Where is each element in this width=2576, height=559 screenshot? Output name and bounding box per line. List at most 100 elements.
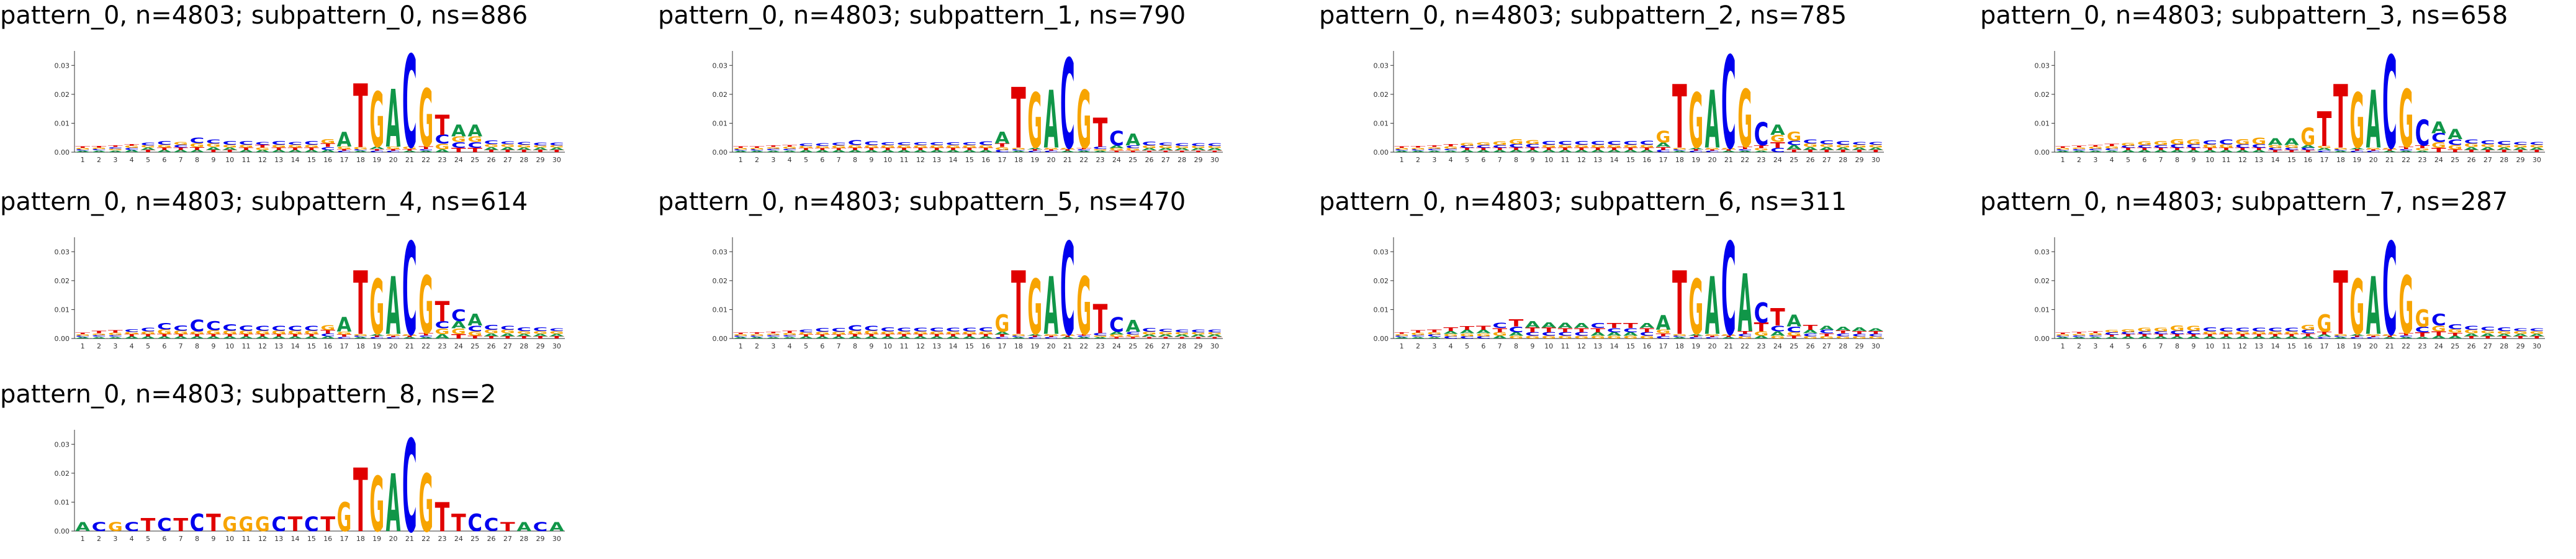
nucleotide-A: A	[2186, 150, 2201, 153]
nucleotide-T: T	[2300, 333, 2315, 337]
nucleotide-T: T	[2235, 147, 2250, 151]
x-tick-label: 2	[1416, 156, 1420, 164]
x-tick-label: 27	[503, 156, 512, 164]
nucleotide-G: G	[467, 330, 482, 337]
x-tick-label: 24	[1773, 342, 1782, 350]
nucleotide-A: A	[1656, 142, 1671, 148]
y-tick-label: 0.03	[55, 440, 70, 448]
nucleotide-G: G	[239, 513, 254, 536]
x-tick-label: 3	[2093, 156, 2097, 164]
x-tick-label: 2	[97, 156, 101, 164]
x-tick-label: 13	[932, 156, 941, 164]
nucleotide-G: G	[782, 146, 797, 149]
x-tick-label: 14	[1610, 342, 1619, 350]
nucleotide-G: G	[897, 144, 912, 148]
nucleotide-A: A	[2300, 336, 2315, 340]
nucleotide-G: G	[1754, 330, 1769, 337]
nucleotide-C: C	[2137, 330, 2152, 335]
nucleotide-G: G	[1786, 331, 1801, 337]
nucleotide-A: A	[2448, 127, 2462, 143]
nucleotide-A: A	[782, 150, 797, 153]
nucleotide-A: A	[733, 150, 748, 153]
nucleotide-A: A	[2333, 150, 2348, 153]
nucleotide-T: T	[750, 146, 765, 148]
logo-plot: 0.000.010.020.031 2 3 4 5 6 7 8 9 10 11 12 13 14 15 16 1…	[2035, 217, 2545, 364]
x-tick-label: 21	[1063, 156, 1072, 164]
nucleotide-C: C	[337, 337, 352, 339]
x-tick-label: 12	[1577, 342, 1586, 350]
nucleotide-C: C	[222, 322, 237, 333]
nucleotide-G: G	[484, 329, 499, 335]
nucleotide-G: G	[750, 148, 765, 150]
y-tick-label: 0.01	[713, 119, 728, 127]
nucleotide-A: A	[880, 150, 895, 153]
nucleotide-A: A	[222, 147, 237, 151]
x-tick-label: 26	[1145, 342, 1154, 350]
nucleotide-T: T	[2464, 150, 2479, 153]
nucleotide-A: A	[1558, 150, 1573, 153]
nucleotide-G: G	[946, 144, 961, 148]
logo-panel: pattern_0, n=4803; subpattern_4, ns=614 0…	[0, 186, 658, 366]
nucleotide-T: T	[271, 334, 286, 337]
nucleotide-C: C	[2431, 311, 2446, 329]
x-tick-label: 23	[1757, 342, 1766, 350]
nucleotide-A: A	[451, 319, 466, 331]
y-tick-label: 0.02	[713, 277, 728, 285]
nucleotide-A: A	[1835, 147, 1850, 151]
nucleotide-C: C	[2497, 140, 2511, 146]
nucleotide-C: C	[484, 515, 499, 535]
nucleotide-A: A	[2529, 147, 2544, 151]
nucleotide-T: T	[1191, 337, 1206, 339]
nucleotide-G: G	[1125, 334, 1140, 338]
nucleotide-C: C	[1174, 329, 1189, 333]
nucleotide-T: T	[1207, 150, 1222, 153]
x-tick-label: 30	[552, 156, 561, 164]
nucleotide-G: G	[1737, 75, 1752, 166]
nucleotide-T: T	[2317, 102, 2332, 158]
nucleotide-T: T	[1174, 337, 1189, 339]
nucleotide-C: C	[75, 149, 90, 152]
nucleotide-T: T	[386, 148, 401, 151]
nucleotide-A: A	[2464, 333, 2480, 337]
nucleotide-A: A	[1705, 75, 1720, 167]
nucleotide-A: A	[1868, 327, 1884, 332]
x-tick-label: 18	[1014, 342, 1023, 350]
x-tick-label: 17	[340, 156, 349, 164]
nucleotide-G: G	[1460, 142, 1475, 147]
nucleotide-A: A	[1460, 329, 1475, 335]
nucleotide-C: C	[467, 140, 482, 150]
x-tick-label: 6	[820, 342, 824, 350]
nucleotide-T: T	[1770, 304, 1785, 332]
nucleotide-T: T	[946, 147, 961, 151]
nucleotide-C: C	[1574, 140, 1589, 146]
nucleotide-A: A	[1835, 326, 1850, 332]
x-tick-label: 17	[998, 156, 1007, 164]
nucleotide-T: T	[173, 515, 188, 535]
nucleotide-T: T	[2398, 332, 2413, 336]
nucleotide-C: C	[467, 324, 482, 334]
nucleotide-G: G	[1158, 331, 1173, 335]
nucleotide-T: T	[1460, 147, 1475, 151]
nucleotide-G: G	[418, 74, 433, 166]
nucleotide-C: C	[995, 337, 1010, 339]
nucleotide-C: C	[799, 143, 814, 147]
nucleotide-C: C	[1011, 335, 1026, 338]
nucleotide-C: C	[2464, 325, 2479, 332]
nucleotide-T: T	[1027, 335, 1042, 338]
nucleotide-G: G	[337, 146, 352, 150]
x-tick-label: 7	[837, 342, 841, 350]
nucleotide-C: C	[2055, 335, 2070, 338]
nucleotide-T: T	[1672, 254, 1687, 355]
nucleotide-T: T	[913, 334, 928, 337]
nucleotide-C: C	[1394, 335, 1409, 338]
nucleotide-A: A	[1525, 150, 1540, 153]
nucleotide-G: G	[1394, 148, 1409, 150]
nucleotide-G: G	[2186, 325, 2201, 332]
nucleotide-A: A	[516, 520, 531, 534]
nucleotide-A: A	[108, 337, 123, 339]
nucleotide-C: C	[369, 337, 384, 339]
nucleotide-C: C	[173, 324, 188, 332]
x-tick-label: 1	[739, 156, 743, 164]
nucleotide-C: C	[1868, 141, 1883, 145]
nucleotide-A: A	[2284, 336, 2299, 339]
